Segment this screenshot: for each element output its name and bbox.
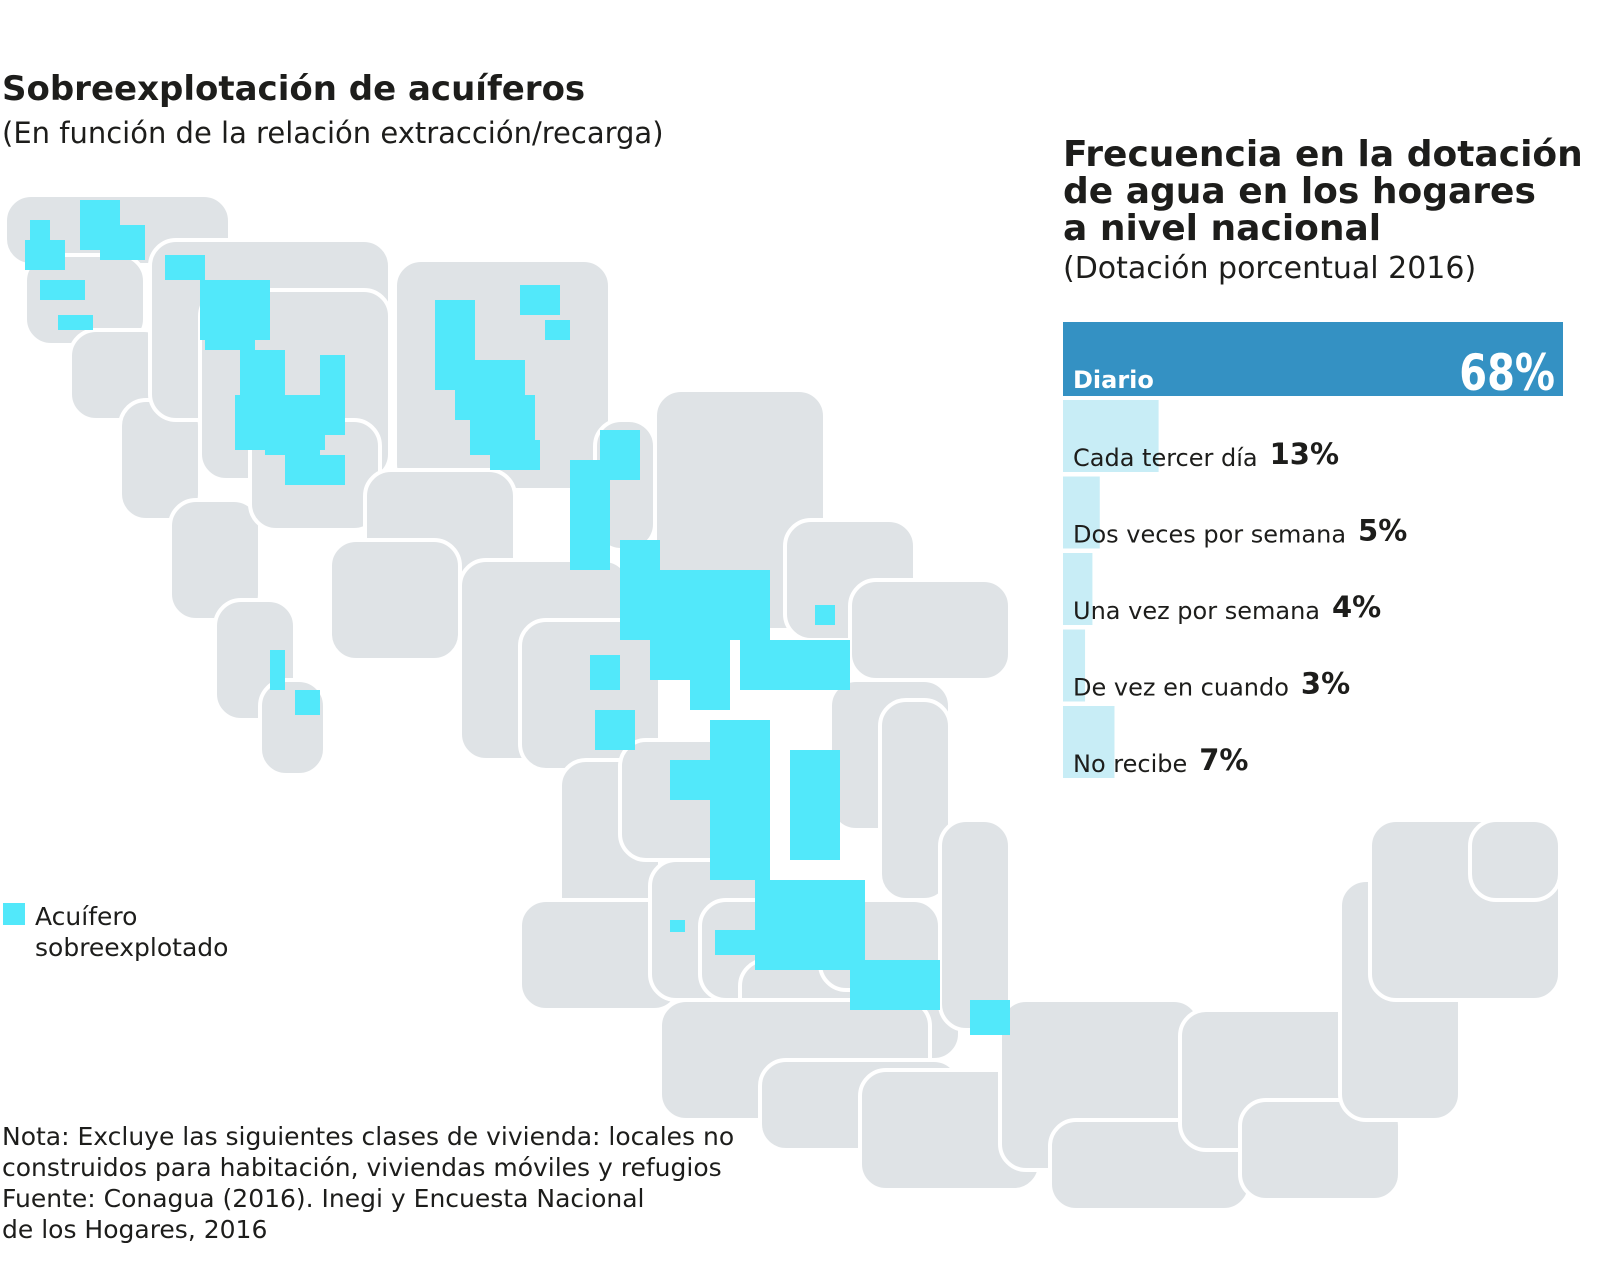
aquifer-patch xyxy=(715,930,775,955)
aquifer-patches xyxy=(25,200,1010,1035)
chart-subtitle: (Dotación porcentual 2016) xyxy=(1063,251,1476,286)
aquifer-patch xyxy=(100,225,145,260)
aquifer-patch xyxy=(850,960,940,1010)
aquifer-patch xyxy=(595,710,635,750)
note: Nota: Excluye las siguientes clases de v… xyxy=(2,1122,734,1151)
value-label: 4% xyxy=(1332,590,1381,624)
aquifer-patch xyxy=(320,355,345,435)
value-label: 3% xyxy=(1301,667,1350,701)
aquifer-patch xyxy=(545,320,570,340)
aquifer-patch xyxy=(270,650,285,690)
aquifer-patch xyxy=(670,920,685,932)
aquifer-patch xyxy=(600,430,640,480)
category-label: Dos veces por semana xyxy=(1073,521,1346,549)
aquifer-patch xyxy=(40,280,85,300)
aquifer-patch xyxy=(755,880,865,970)
bar-chart: Diario 68% Cada tercer día 13% Dos veces por… xyxy=(1063,322,1563,778)
map-region xyxy=(938,818,1012,1032)
aquifer-patch xyxy=(25,240,65,270)
aquifer-patch xyxy=(265,410,320,455)
chart-title: a nivel nacional xyxy=(1063,208,1381,249)
aquifer-patch xyxy=(700,575,740,625)
aquifer-patch xyxy=(590,655,620,690)
map-region xyxy=(878,698,952,902)
aquifer-patch xyxy=(710,720,770,880)
legend-label: sobreexplotado xyxy=(35,933,228,962)
legend-swatch xyxy=(3,903,25,925)
legend-label: Acuífero xyxy=(35,902,137,931)
aquifer-patch xyxy=(165,255,205,280)
aquifer-patch xyxy=(690,650,730,710)
map-region xyxy=(1238,1098,1402,1202)
bar xyxy=(1063,322,1563,396)
bar xyxy=(1063,400,1159,472)
value-label: 68% xyxy=(1459,344,1555,403)
aquifer-patch xyxy=(970,1000,1010,1035)
category-label: Cada tercer día xyxy=(1073,444,1258,472)
bar xyxy=(1063,706,1115,778)
aquifer-patch xyxy=(295,690,320,715)
bar xyxy=(1063,476,1100,549)
aquifer-patch xyxy=(205,320,255,350)
aquifer-patch xyxy=(740,640,850,690)
map-subtitle: (En función de la relación extracción/re… xyxy=(2,116,664,150)
note: de los Hogares, 2016 xyxy=(2,1215,267,1244)
value-label: 7% xyxy=(1199,743,1248,777)
chart-title: Frecuencia en la dotación xyxy=(1063,134,1583,175)
aquifer-patch xyxy=(520,285,560,315)
map-region xyxy=(848,578,1012,682)
bar xyxy=(1063,629,1086,702)
chart-title: de agua en los hogares xyxy=(1063,171,1536,212)
aquifer-patch xyxy=(30,220,50,240)
aquifer-patch xyxy=(790,750,840,860)
category-label: No recibe xyxy=(1073,750,1187,778)
category-label: Diario xyxy=(1073,366,1154,394)
aquifer-patch xyxy=(58,315,93,330)
note: construidos para habitación, viviendas m… xyxy=(2,1153,722,1182)
aquifer-patch xyxy=(815,605,835,625)
category-label: Una vez por semana xyxy=(1073,597,1320,625)
aquifer-patch xyxy=(490,440,540,470)
note: Fuente: Conagua (2016). Inegi y Encuesta… xyxy=(2,1184,644,1213)
category-label: De vez en cuando xyxy=(1073,674,1289,702)
value-label: 5% xyxy=(1358,514,1407,548)
value-label: 13% xyxy=(1270,437,1339,471)
aquifer-patch xyxy=(285,455,345,485)
map-region xyxy=(328,538,462,662)
map-region xyxy=(1468,818,1562,902)
bar xyxy=(1063,553,1093,625)
map-title: Sobreexplotación de acuíferos xyxy=(2,69,585,109)
